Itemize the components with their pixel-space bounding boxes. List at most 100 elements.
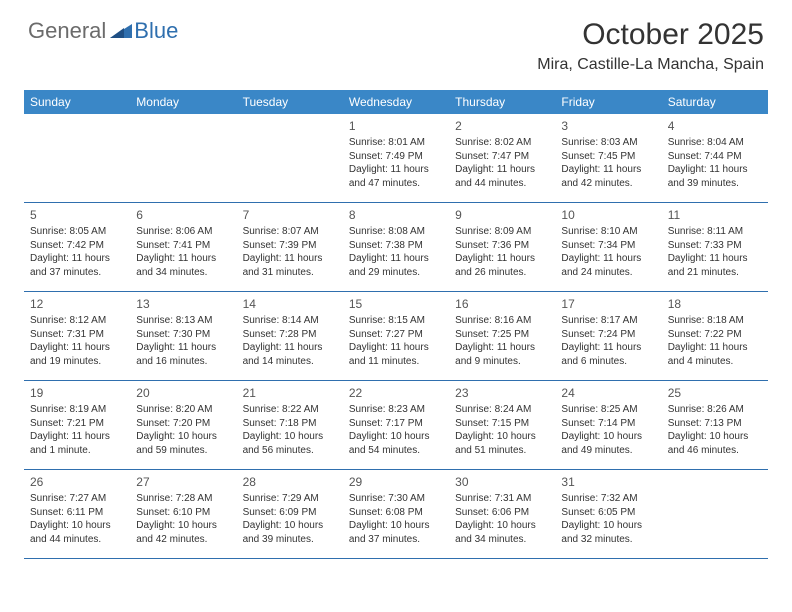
brand-text-blue: Blue [134,18,178,44]
sunrise-line: Sunrise: 8:22 AM [243,403,337,417]
day-cell: 23 Sunrise: 8:24 AMSunset: 7:15 PMDayligh… [449,381,555,469]
daylight-line: Daylight: 10 hours and 54 minutes. [349,430,443,457]
day-cell: 13 Sunrise: 8:13 AMSunset: 7:30 PMDayligh… [130,292,236,380]
title-block: October 2025 Mira, Castille-La Mancha, S… [537,18,764,74]
day-cell: 1Sunrise: 8:01 AMSunset: 7:49 PMDaylight… [343,114,449,202]
sunset-line: Sunset: 6:09 PM [243,506,337,520]
sunset-line: Sunset: 7:49 PM [349,150,443,164]
daylight-line: Daylight: 11 hours and 19 minutes. [30,341,124,368]
sunrise-line: Sunrise: 7:30 AM [349,492,443,506]
sunrise-line: Sunrise: 8:14 AM [243,314,337,328]
sunrise-line: Sunrise: 8:20 AM [136,403,230,417]
day-number: 4 [668,118,762,134]
day-number: 31 [561,474,655,490]
daylight-line: Daylight: 10 hours and 51 minutes. [455,430,549,457]
brand-logo: General Blue [28,18,178,44]
sunset-line: Sunset: 7:20 PM [136,417,230,431]
sunrise-line: Sunrise: 8:01 AM [349,136,443,150]
month-title: October 2025 [537,18,764,52]
day-cell: 21Sunrise: 8:22 AMSunset: 7:18 PMDayligh… [237,381,343,469]
day-cell: 12Sunrise: 8:12 AMSunset: 7:31 PMDayligh… [24,292,130,380]
sunrise-line: Sunrise: 8:04 AM [668,136,762,150]
sunrise-line: Sunrise: 8:24 AM [455,403,549,417]
sunset-line: Sunset: 7:17 PM [349,417,443,431]
daylight-line: Daylight: 10 hours and 46 minutes. [668,430,762,457]
sunset-line: Sunset: 7:42 PM [30,239,124,253]
day-cell: 26Sunrise: 7:27 AMSunset: 6:11 PMDayligh… [24,470,130,558]
weekday-header-row: Sunday Monday Tuesday Wednesday Thursday… [24,90,768,114]
weekday-label: Friday [555,90,661,114]
day-cell: 3 Sunrise: 8:03 AMSunset: 7:45 PMDaylight… [555,114,661,202]
sunrise-line: Sunrise: 7:28 AM [136,492,230,506]
daylight-line: Daylight: 10 hours and 44 minutes. [30,519,124,546]
sunset-line: Sunset: 6:05 PM [561,506,655,520]
sunset-line: Sunset: 7:30 PM [136,328,230,342]
daylight-line: Daylight: 11 hours and 21 minutes. [668,252,762,279]
sunset-line: Sunset: 7:36 PM [455,239,549,253]
sunset-line: Sunset: 7:15 PM [455,417,549,431]
weekday-label: Saturday [662,90,768,114]
daylight-line: Daylight: 11 hours and 16 minutes. [136,341,230,368]
sunset-line: Sunset: 7:24 PM [561,328,655,342]
calendar-week-row: 19Sunrise: 8:19 AMSunset: 7:21 PMDayligh… [24,381,768,470]
sunrise-line: Sunrise: 7:32 AM [561,492,655,506]
calendar: Sunday Monday Tuesday Wednesday Thursday… [24,90,768,559]
day-number: 24 [561,385,655,401]
day-cell: 9Sunrise: 8:09 AMSunset: 7:36 PMDaylight… [449,203,555,291]
day-cell: 29Sunrise: 7:30 AMSunset: 6:08 PMDayligh… [343,470,449,558]
daylight-line: Daylight: 11 hours and 14 minutes. [243,341,337,368]
day-cell: 11Sunrise: 8:11 AMSunset: 7:33 PMDayligh… [662,203,768,291]
day-number: 25 [668,385,762,401]
brand-text-general: General [28,18,106,44]
day-number: 8 [349,207,443,223]
weeks-container: 1 Sunrise: 8:01 AMSunset: 7:49 PM Daylight… [24,114,768,559]
sunrise-line: Sunrise: 8:17 AM [561,314,655,328]
day-cell: 20Sunrise: 8:20 AMSunset: 7:20 PMDayligh… [130,381,236,469]
day-cell: 5 Sunrise: 8:05 AMSunset: 7:42 PMDaylight… [24,203,130,291]
sunset-line: Sunset: 7:41 PM [136,239,230,253]
day-number: 16 [455,296,549,312]
sunrise-line: Sunrise: 8:13 AM [136,314,230,328]
day-number: 19 [30,385,124,401]
day-cell [130,114,236,202]
day-cell [24,114,130,202]
day-cell [662,470,768,558]
day-number: 1 [349,118,443,134]
sunrise-line: Sunrise: 8:06 AM [136,225,230,239]
brand-mark-icon [110,20,132,43]
daylight-line: Daylight: 11 hours and 39 minutes. [668,163,762,190]
day-number: 13 [136,296,230,312]
day-number: 29 [349,474,443,490]
day-cell: 28Sunrise: 7:29 AMSunset: 6:09 PMDayligh… [237,470,343,558]
sunrise-line: Sunrise: 8:16 AM [455,314,549,328]
day-number: 6 [136,207,230,223]
weekday-label: Wednesday [343,90,449,114]
day-cell: 17Sunrise: 8:17 AMSunset: 7:24 PMDayligh… [555,292,661,380]
daylight-line: Daylight: 11 hours and 9 minutes. [455,341,549,368]
day-number: 5 [30,207,124,223]
sunset-line: Sunset: 7:34 PM [561,239,655,253]
day-cell: 22Sunrise: 8:23 AMSunset: 7:17 PMDayligh… [343,381,449,469]
sunrise-line: Sunrise: 8:05 AM [30,225,124,239]
sunrise-line: Sunrise: 8:02 AM [455,136,549,150]
sunset-line: Sunset: 6:08 PM [349,506,443,520]
day-number: 3 [561,118,655,134]
day-number: 17 [561,296,655,312]
daylight-line: Daylight: 11 hours and 37 minutes. [30,252,124,279]
sunset-line: Sunset: 7:47 PM [455,150,549,164]
sunrise-line: Sunrise: 8:11 AM [668,225,762,239]
sunrise-line: Sunrise: 8:03 AM [561,136,655,150]
day-number: 28 [243,474,337,490]
sunrise-line: Sunrise: 7:31 AM [455,492,549,506]
sunrise-line: Sunrise: 8:10 AM [561,225,655,239]
day-number: 15 [349,296,443,312]
sunrise-line: Sunrise: 8:18 AM [668,314,762,328]
sunrise-line: Sunrise: 8:09 AM [455,225,549,239]
daylight-line: Daylight: 10 hours and 32 minutes. [561,519,655,546]
daylight-line: Daylight: 11 hours and 42 minutes. [561,163,655,190]
sunset-line: Sunset: 7:45 PM [561,150,655,164]
day-number: 23 [455,385,549,401]
day-number: 27 [136,474,230,490]
day-cell: 30Sunrise: 7:31 AMSunset: 6:06 PMDayligh… [449,470,555,558]
daylight-line: Daylight: 11 hours and 29 minutes. [349,252,443,279]
